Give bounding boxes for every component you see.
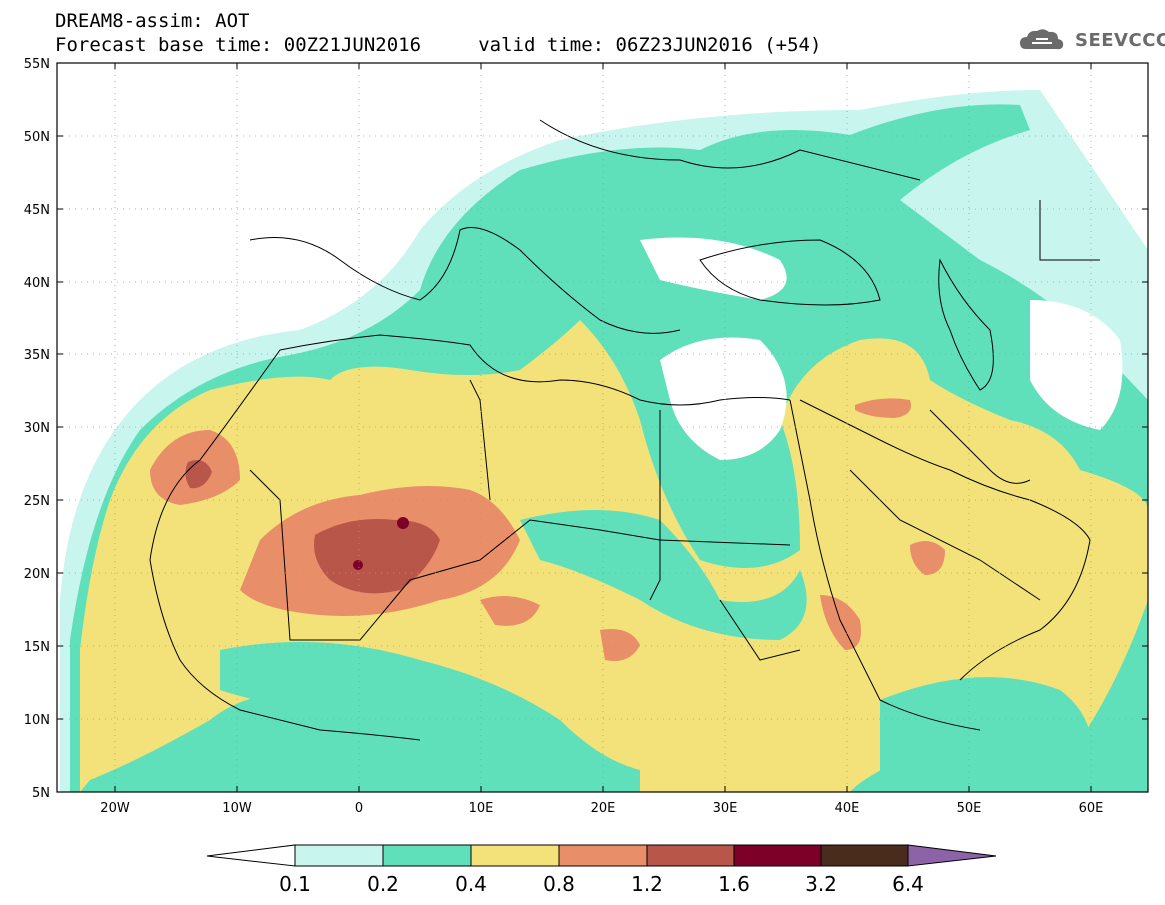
aot-field-1.2	[314, 519, 440, 594]
lat-label: 35N	[24, 348, 50, 363]
border-central-asia	[1039, 200, 1100, 261]
coastline-black-sea	[699, 239, 881, 306]
lat-label: 20N	[24, 567, 50, 582]
lat-label: 40N	[24, 276, 50, 291]
lat-label: 10N	[24, 713, 50, 728]
coastlines-and-borders	[149, 119, 1100, 741]
aot-field-0.2-patch	[880, 677, 1092, 792]
aot-clear-area	[660, 337, 787, 460]
lat-label: 25N	[24, 494, 50, 509]
colorbar-label: 3.2	[805, 872, 837, 896]
colorbar-labels: 0.1 0.2 0.4 0.8 1.2 1.6 3.2 6.4	[279, 872, 924, 896]
lat-label: 5N	[32, 786, 50, 801]
aot-field-0.8	[600, 629, 640, 661]
lon-label: 10E	[469, 801, 494, 816]
lon-label: 20E	[591, 801, 616, 816]
border-europe-east	[539, 119, 921, 181]
seevccc-logo-text: SEEVCCC	[1075, 30, 1165, 51]
colorbar-bin-0.2-0.4	[382, 844, 472, 867]
coastline-arabia	[799, 399, 1091, 681]
forecast-time-line: Forecast base time: 00Z21JUN2016 valid t…	[55, 34, 822, 56]
lon-label: 0	[355, 801, 363, 816]
lon-label: 10W	[222, 801, 252, 816]
lon-label: 30E	[713, 801, 738, 816]
axis-ticks	[57, 62, 1148, 793]
colorbar-bin-0.8-1.2	[558, 844, 648, 867]
colorbar-label: 0.2	[367, 872, 399, 896]
aot-field-0.2-patch	[520, 510, 807, 640]
coastline-caspian	[938, 258, 994, 391]
coastline-north-africa	[149, 334, 791, 561]
aot-field-1.6	[353, 560, 363, 570]
border-east-africa	[659, 539, 801, 661]
border-sahara	[249, 460, 661, 641]
border-arabia	[849, 469, 1041, 601]
colorbar-label: 0.8	[543, 872, 575, 896]
colorbar-bin-0.1-0.2	[294, 844, 384, 867]
border-north-africa	[469, 379, 661, 601]
colorbar-bin-3.2-6.4	[820, 844, 909, 867]
colorbar-bin-1.2-1.6	[646, 844, 735, 867]
aot-clear-area	[1030, 300, 1123, 430]
coastline-persian-gulf	[929, 409, 1031, 484]
aot-clear-area	[640, 237, 787, 300]
lat-label: 15N	[24, 640, 50, 655]
aot-field-0.8	[910, 541, 945, 575]
colorbar-low-arrow	[206, 844, 296, 867]
colorbar-bin-0.4-0.8	[470, 844, 560, 867]
aot-field-0.8	[820, 595, 861, 650]
colorbar-label: 6.4	[892, 872, 924, 896]
coastline-west-africa	[149, 559, 421, 741]
aot-field-0.8	[480, 596, 540, 626]
coastline-red-sea	[789, 399, 981, 731]
colorbar-label: 1.2	[631, 872, 663, 896]
lon-label: 60E	[1079, 801, 1104, 816]
aot-field-0.8	[855, 398, 911, 418]
coastline-europe	[249, 227, 681, 334]
lon-label: 50E	[957, 801, 982, 816]
aot-colorbar	[206, 844, 997, 867]
latitude-labels: 55N 50N 45N 40N 35N 30N 25N 20N 15N 10N …	[24, 57, 50, 801]
lon-label: 40E	[835, 801, 860, 816]
seevccc-cloud-icon	[1020, 29, 1064, 50]
lat-label: 55N	[24, 57, 50, 72]
map-title: DREAM8-assim: AOT	[55, 10, 250, 32]
colorbar-label: 0.4	[455, 872, 487, 896]
colorbar-bin-1.6-3.2	[733, 844, 822, 867]
aot-contour-fields	[57, 63, 1148, 792]
colorbar-label: 1.6	[718, 872, 750, 896]
longitude-labels: 20W 10W 0 10E 20E 30E 40E 50E 60E	[100, 801, 1103, 816]
lon-label: 20W	[100, 801, 130, 816]
lat-label: 45N	[24, 203, 50, 218]
lat-label: 50N	[24, 130, 50, 145]
colorbar-high-arrow	[907, 844, 997, 867]
aot-field-1.6	[397, 517, 409, 529]
lat-label: 30N	[24, 421, 50, 436]
aot-field-0.2-patch	[220, 642, 640, 792]
colorbar-label: 0.1	[279, 872, 311, 896]
